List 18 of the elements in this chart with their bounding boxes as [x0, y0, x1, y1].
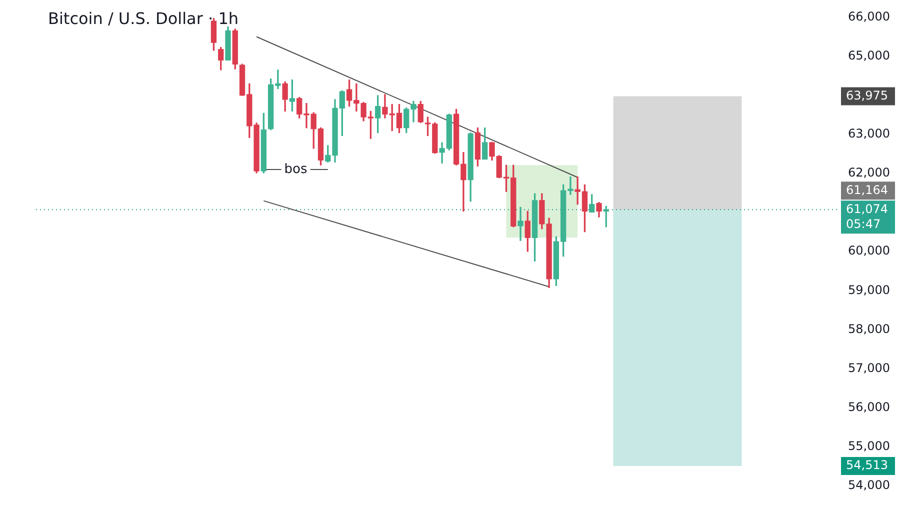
y-tick-label: 62,000	[848, 166, 890, 180]
y-tick-label: 56,000	[848, 400, 890, 414]
series-label: bos	[284, 162, 308, 177]
y-tick-label: 58,000	[848, 322, 890, 336]
y-tick-label: 59,000	[848, 282, 890, 297]
y-tick-label: 63,000	[848, 126, 890, 141]
y-tick-label: 54,000	[848, 478, 890, 492]
y-tick-label: 55,000	[848, 439, 890, 454]
text: 05:47	[846, 216, 881, 231]
chart-title: Bitcoin / U.S. Dollar · 1h	[48, 9, 239, 28]
y-tick-label: 57,000	[848, 360, 890, 375]
y-tick-label: 60,000	[848, 244, 890, 258]
y-tick-label: 65,000	[848, 48, 890, 62]
text: 61,164	[846, 182, 888, 197]
y-tick-label: 66,000	[848, 9, 890, 24]
ref-line-label: 61,074	[846, 202, 888, 216]
text: 63,975	[846, 88, 888, 102]
text: 54,513	[846, 458, 888, 472]
